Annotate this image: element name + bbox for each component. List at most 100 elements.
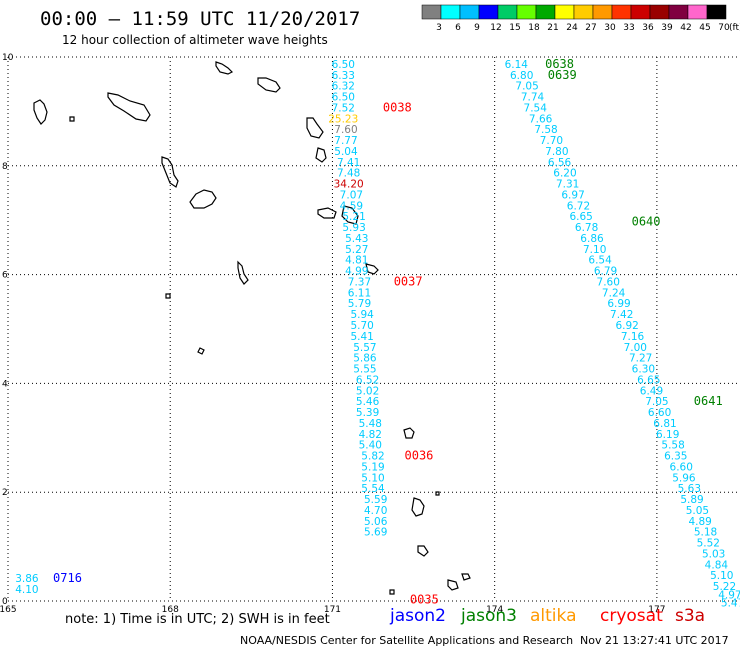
wave-height-value: 5.96 bbox=[672, 472, 696, 484]
colorbar-swatch bbox=[649, 4, 670, 20]
island-outline bbox=[69, 116, 75, 122]
wave-height-value: 4.84 bbox=[705, 559, 729, 571]
wave-height-value: 5.58 bbox=[661, 440, 684, 452]
wave-height-value: 5.94 bbox=[350, 309, 374, 321]
wave-height-value: 5.47 bbox=[721, 597, 740, 609]
colorbar-label: 36 bbox=[642, 23, 654, 33]
lat-label: 6 bbox=[2, 271, 8, 281]
pass-time-label: 0035 bbox=[410, 593, 439, 607]
colorbar-swatch bbox=[687, 4, 708, 20]
island-outline bbox=[161, 156, 179, 188]
legend-altika: altika bbox=[530, 606, 577, 626]
page-subtitle: 12 hour collection of altimeter wave hei… bbox=[62, 33, 328, 47]
wave-height-value: 5.70 bbox=[350, 320, 373, 332]
wave-height-value: 5.82 bbox=[361, 451, 384, 463]
wave-height-value: 6.54 bbox=[588, 255, 612, 267]
colorbar-swatch bbox=[668, 4, 689, 20]
wave-height-value: 5.54 bbox=[361, 483, 385, 495]
lat-label: 10 bbox=[2, 53, 14, 63]
island-outline bbox=[389, 589, 395, 595]
colorbar-swatch bbox=[497, 4, 518, 20]
wave-height-value: 6.50 bbox=[332, 92, 355, 104]
wave-height-value: 7.05 bbox=[645, 396, 668, 408]
wave-height-value: 7.58 bbox=[534, 124, 557, 136]
wave-height-value: 5.48 bbox=[359, 418, 382, 430]
wave-height-value: 6.50 bbox=[332, 59, 355, 71]
wave-height-value: 6.65 bbox=[637, 374, 660, 386]
wave-height-value: 4.59 bbox=[340, 200, 363, 212]
colorbar-label: 21 bbox=[547, 23, 558, 33]
lat-lon-grid: 165 168 171 174 177 10 8 6 4 2 0 bbox=[0, 53, 738, 615]
colorbar-label: 9 bbox=[474, 23, 480, 33]
wave-height-value: 7.77 bbox=[334, 135, 357, 147]
wave-height-value: 7.07 bbox=[340, 189, 363, 201]
island-outline bbox=[417, 545, 429, 557]
wave-height-value: 6.30 bbox=[632, 364, 655, 376]
colorbar-swatch bbox=[554, 4, 575, 20]
wave-height-value: 6.33 bbox=[332, 70, 355, 82]
legend-cryosat: cryosat bbox=[600, 606, 663, 626]
island-outline bbox=[33, 99, 48, 125]
colorbar-label: 24 bbox=[566, 23, 578, 33]
lat-label: 2 bbox=[2, 488, 8, 498]
wave-height-value: 7.66 bbox=[529, 113, 553, 125]
island-outline bbox=[447, 579, 459, 591]
colorbar-swatch bbox=[516, 4, 537, 20]
footer-note: note: 1) Time is in UTC; 2) SWH is in fe… bbox=[65, 612, 330, 627]
pass-time-label: 0036 bbox=[405, 449, 434, 463]
island-outline bbox=[403, 427, 415, 439]
colorbar-unit: (ft) bbox=[729, 23, 740, 33]
wave-height-value: 5.27 bbox=[345, 244, 368, 256]
track-jason3-east: 6.146.807.057.747.547.667.587.707.806.56… bbox=[505, 59, 740, 610]
wave-height-value: 4.97 bbox=[718, 589, 740, 601]
colorbar-swatch bbox=[440, 4, 461, 20]
colorbar-swatch bbox=[611, 4, 632, 20]
colorbar-swatch bbox=[459, 4, 480, 20]
wave-height-value: 4.81 bbox=[345, 255, 368, 267]
wave-height-value: 6.35 bbox=[664, 451, 687, 463]
wave-height-value: 7.60 bbox=[597, 276, 620, 288]
wave-height-value: 6.14 bbox=[505, 59, 529, 71]
wave-height-value: 7.60 bbox=[334, 124, 357, 136]
lat-label: 0 bbox=[2, 597, 8, 607]
wave-height-value: 5.18 bbox=[694, 527, 717, 539]
track-jason3-west: 6.506.336.326.507.5225.237.607.775.047.4… bbox=[328, 59, 387, 539]
wave-height-value: 7.41 bbox=[337, 157, 360, 169]
pass-time-label: 0716 bbox=[53, 571, 82, 585]
wave-height-value: 6.80 bbox=[510, 70, 533, 82]
wave-height-value: 7.16 bbox=[621, 331, 645, 343]
wave-height-value: 25.23 bbox=[328, 113, 358, 125]
island-outline bbox=[317, 207, 337, 219]
wave-height-value: 5.21 bbox=[342, 211, 365, 223]
wave-height-value: 6.81 bbox=[653, 418, 676, 430]
wave-height-value: 5.41 bbox=[350, 331, 373, 343]
island-outline bbox=[237, 260, 249, 285]
colorbar-swatch bbox=[630, 4, 651, 20]
wave-height-value: 4.70 bbox=[364, 505, 387, 517]
colorbar-swatch bbox=[535, 4, 556, 20]
colorbar-label: 12 bbox=[490, 23, 501, 33]
wave-height-value: 3.86 bbox=[15, 573, 39, 585]
island-outline bbox=[411, 497, 425, 517]
wave-height-value: 6.60 bbox=[648, 407, 671, 419]
wave-height-value: 7.00 bbox=[624, 342, 647, 354]
wave-height-value: 5.02 bbox=[356, 385, 379, 397]
lat-label: 4 bbox=[2, 379, 8, 389]
colorbar-label: 42 bbox=[680, 23, 691, 33]
wave-height-value: 5.55 bbox=[353, 364, 376, 376]
colorbar-swatch bbox=[478, 4, 499, 20]
colorbar-label: 3 bbox=[436, 23, 442, 33]
wave-height-value: 7.52 bbox=[332, 102, 355, 114]
wave-height-value: 5.04 bbox=[334, 146, 358, 158]
island-outline bbox=[306, 117, 324, 139]
wave-height-value: 5.43 bbox=[345, 233, 368, 245]
wave-height-value: 5.10 bbox=[710, 570, 733, 582]
colorbar-swatch bbox=[421, 4, 442, 20]
wave-height-value: 6.56 bbox=[548, 157, 572, 169]
wave-height-value: 5.46 bbox=[356, 396, 380, 408]
wave-height-value: 6.49 bbox=[640, 385, 663, 397]
wave-height-value: 7.24 bbox=[602, 287, 626, 299]
wave-height-value: 5.03 bbox=[702, 548, 725, 560]
